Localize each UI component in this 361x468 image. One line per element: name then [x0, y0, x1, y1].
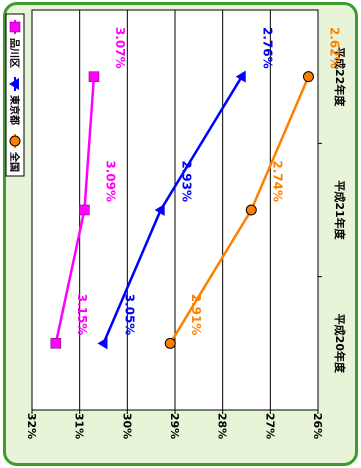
legend-marker — [9, 21, 21, 33]
data-label: 3.15% — [75, 294, 89, 336]
data-point-marker — [154, 204, 165, 216]
legend-label: 品川区 — [8, 38, 20, 68]
data-point-marker — [88, 71, 100, 82]
value-tick-label: 29% — [168, 413, 181, 439]
value-tick-label: 31% — [73, 413, 86, 439]
data-point-marker — [79, 204, 90, 216]
series-lines — [50, 70, 314, 350]
legend-label: 東京都 — [8, 95, 21, 125]
data-label: 2.62% — [327, 27, 341, 69]
data-point-marker — [164, 337, 176, 349]
category-label: 平成21年度 — [333, 180, 347, 240]
data-point-marker — [302, 71, 314, 83]
legend-marker — [9, 135, 21, 147]
data-label: 2.74% — [270, 160, 284, 202]
value-axis-ticks: 32% 31% 30% 29% 28% 27% 26% — [25, 413, 324, 439]
data-point-marker — [97, 337, 108, 350]
data-label: 2.76% — [261, 27, 275, 69]
data-point-marker — [50, 338, 62, 349]
data-label: 3.05% — [123, 294, 137, 336]
data-labels: 3.15% 3.09% 3.07% 3.05% 2.93% 2.76% 2.91% 2.74%… — [75, 27, 342, 335]
value-tick-label: 27% — [263, 413, 276, 439]
data-label: 2.91% — [189, 294, 203, 336]
data-point-marker — [235, 70, 246, 83]
data-label: 3.09% — [103, 160, 117, 202]
legend-label: 全国 — [8, 151, 21, 172]
category-label: 平成20年度 — [333, 314, 347, 374]
data-label: 2.93% — [180, 160, 194, 202]
legend-box — [5, 13, 25, 177]
value-tick-label: 32% — [25, 413, 38, 439]
value-tick-label: 26% — [311, 413, 324, 439]
data-label: 3.07% — [113, 27, 127, 69]
value-tick-label: 30% — [120, 413, 133, 439]
data-point-marker — [245, 204, 257, 216]
category-label: 平成22年度 — [333, 47, 347, 107]
value-tick-label: 28% — [216, 413, 229, 439]
legend-marker — [9, 78, 19, 90]
